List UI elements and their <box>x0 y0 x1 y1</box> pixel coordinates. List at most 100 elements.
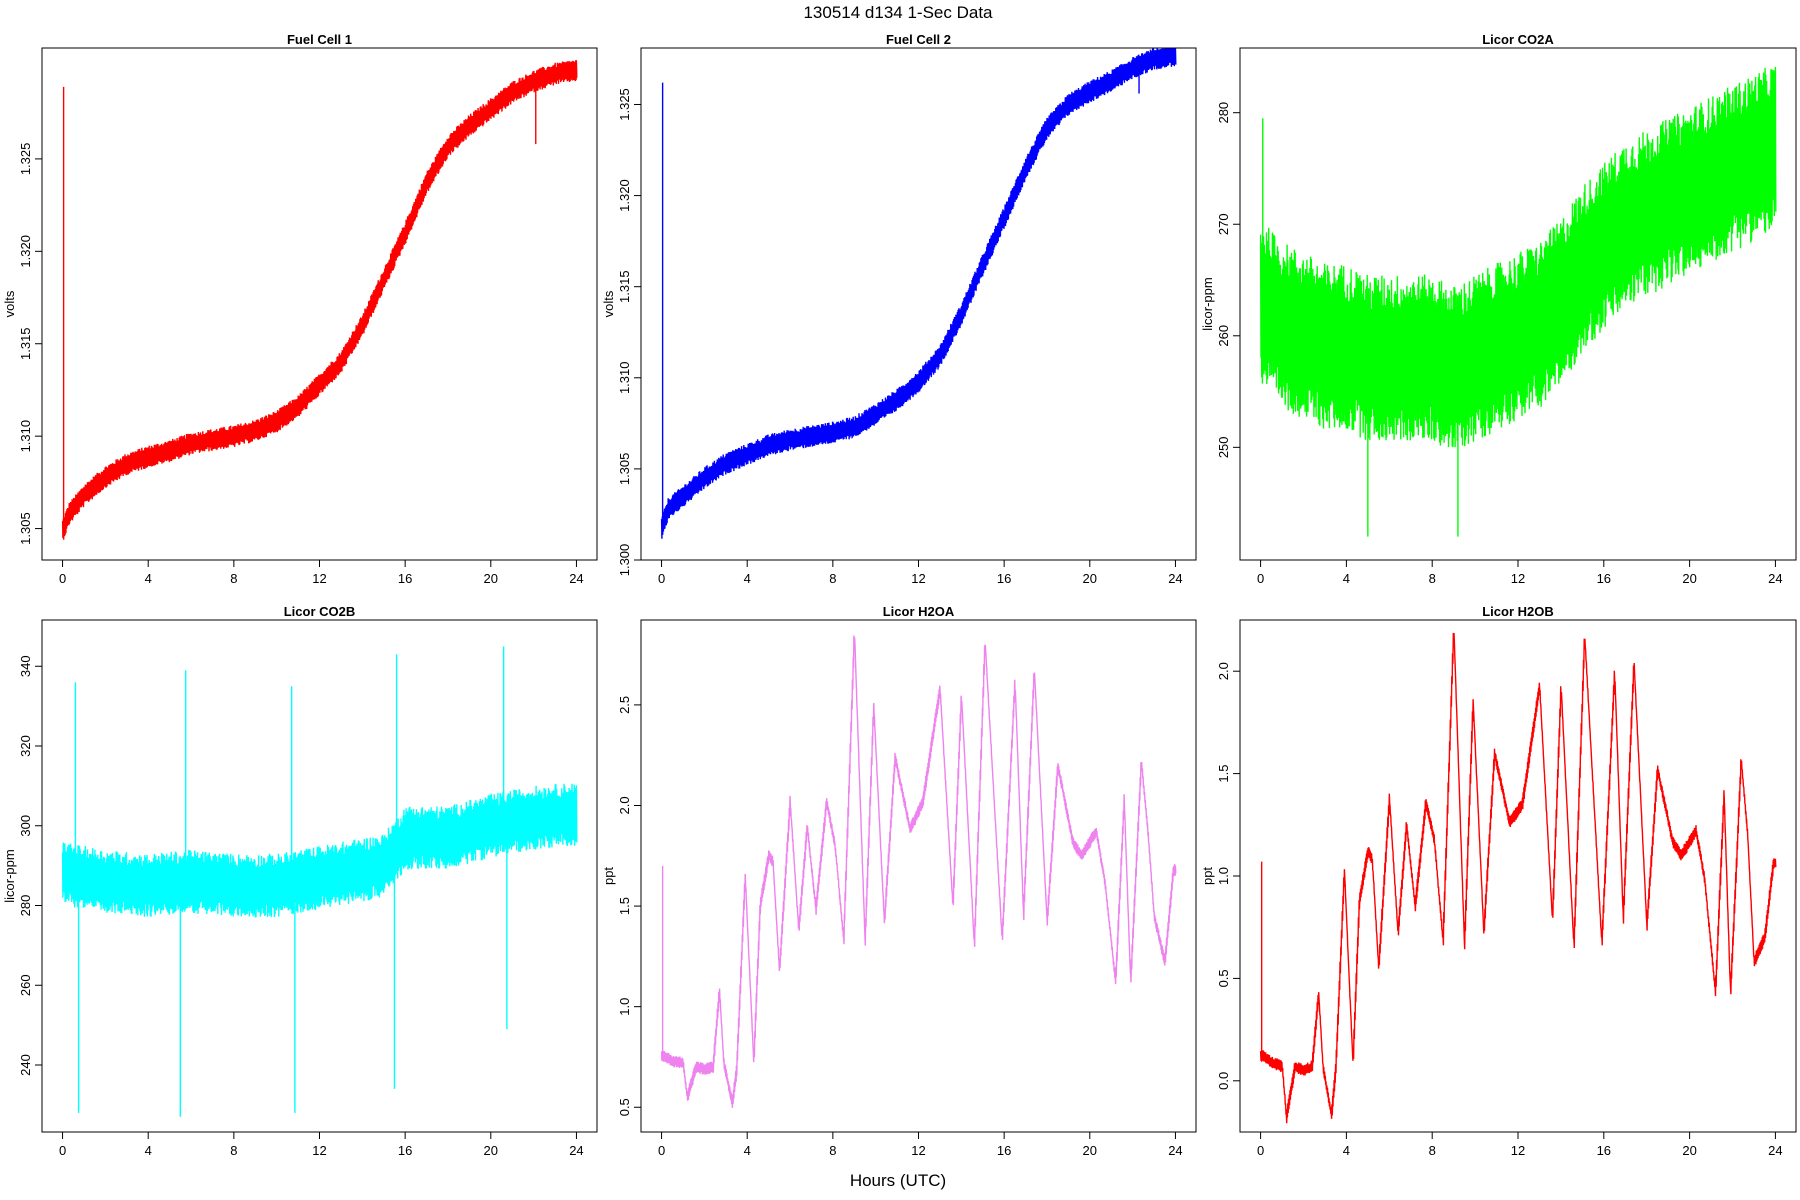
y-tick-label: 1.325 <box>617 88 632 121</box>
x-tick-label: 24 <box>1768 1143 1782 1158</box>
x-tick-label: 0 <box>658 571 665 586</box>
x-tick-label: 16 <box>1597 571 1611 586</box>
series-line-fuel-cell-1 <box>61 60 578 540</box>
y-tick-label: 2.5 <box>617 696 632 714</box>
x-tick-label: 20 <box>1682 571 1696 586</box>
x-tick-label: 20 <box>484 571 498 586</box>
y-tick-label: 1.0 <box>1216 867 1231 885</box>
figure-title: 130514 d134 1-Sec Data <box>803 3 993 22</box>
x-tick-label: 24 <box>569 1143 583 1158</box>
x-tick-label: 0 <box>59 1143 66 1158</box>
panel-licor-co2b: Licor CO2B licor-ppm 0 4 8 12 16 20 24 240 260 280 3… <box>2 604 598 1158</box>
x-tick-label: 12 <box>312 571 326 586</box>
plot-frame <box>640 47 1197 561</box>
x-tick-label: 4 <box>744 571 751 586</box>
x-tick-label: 20 <box>1083 1143 1097 1158</box>
y-axis-label: volts <box>601 290 616 317</box>
y-tick-label: 260 <box>18 974 33 996</box>
panel-title: Fuel Cell 1 <box>287 32 352 47</box>
y-tick-label: 340 <box>18 655 33 677</box>
x-tick-label: 8 <box>829 571 836 586</box>
panel-fuel-cell-1: Fuel Cell 1 volts 0 4 8 12 16 20 24 1.305 1.310 1.3… <box>2 32 598 586</box>
panel-title: Licor CO2A <box>1482 32 1554 47</box>
y-tick-label: 1.5 <box>1216 765 1231 783</box>
x-tick-label: 16 <box>997 1143 1011 1158</box>
x-tick-label: 16 <box>398 571 412 586</box>
y-tick-label: 1.310 <box>18 420 33 453</box>
x-tick-label: 16 <box>997 571 1011 586</box>
series-line-licor-co2b <box>61 783 578 918</box>
y-tick-label: 300 <box>18 815 33 837</box>
panel-title: Fuel Cell 2 <box>886 32 951 47</box>
panel-title: Licor CO2B <box>284 604 356 619</box>
plot-frame <box>41 47 598 561</box>
x-tick-label: 12 <box>911 1143 925 1158</box>
plot-frame <box>640 619 1197 1133</box>
y-tick-label: 1.320 <box>617 179 632 212</box>
x-tick-label: 0 <box>1257 571 1264 586</box>
x-tick-label: 0 <box>1257 1143 1264 1158</box>
y-axis-label: volts <box>2 290 17 317</box>
x-tick-label: 4 <box>145 1143 152 1158</box>
x-tick-label: 12 <box>312 1143 326 1158</box>
y-tick-label: 1.315 <box>18 327 33 360</box>
x-tick-label: 24 <box>1768 571 1782 586</box>
series-line-licor-h2ob <box>1259 632 1777 1124</box>
y-tick-label: 0.5 <box>1216 969 1231 987</box>
y-axis-label: licor-ppm <box>1200 277 1215 330</box>
x-tick-label: 8 <box>829 1143 836 1158</box>
plot-frame <box>1239 619 1797 1133</box>
y-tick-label: 1.315 <box>617 270 632 303</box>
series-line-licor-h2oa <box>660 635 1177 1108</box>
y-axis-label: ppt <box>601 867 616 885</box>
x-tick-label: 20 <box>1682 1143 1696 1158</box>
panel-licor-h2ob: Licor H2OB ppt 0 4 8 12 16 20 24 0.0 0.5 1.0 1.5 2.0 <box>1200 604 1797 1158</box>
panel-title: Licor H2OA <box>883 604 955 619</box>
y-tick-label: 2.0 <box>1216 662 1231 680</box>
y-tick-label: 250 <box>1216 436 1231 458</box>
y-tick-label: 1.310 <box>617 362 632 395</box>
x-tick-label: 4 <box>744 1143 751 1158</box>
x-tick-label: 12 <box>911 571 925 586</box>
x-tick-label: 8 <box>1429 571 1436 586</box>
x-tick-label: 24 <box>1168 571 1182 586</box>
y-tick-label: 280 <box>1216 102 1231 124</box>
panel-title: Licor H2OB <box>1482 604 1554 619</box>
y-tick-label: 1.305 <box>617 453 632 486</box>
y-tick-label: 1.5 <box>617 897 632 915</box>
x-tick-label: 8 <box>230 571 237 586</box>
y-tick-label: 0.5 <box>617 1098 632 1116</box>
panel-licor-h2oa: Licor H2OA ppt 0 4 8 12 16 20 24 0.5 1.0 1.5 2.0 2.5 <box>601 604 1197 1158</box>
x-tick-label: 12 <box>1511 571 1525 586</box>
y-tick-label: 2.0 <box>617 796 632 814</box>
figure-xlabel: Hours (UTC) <box>850 1171 946 1190</box>
x-tick-label: 4 <box>145 571 152 586</box>
x-tick-label: 0 <box>59 571 66 586</box>
y-tick-label: 270 <box>1216 213 1231 235</box>
x-tick-label: 16 <box>1597 1143 1611 1158</box>
x-tick-label: 20 <box>484 1143 498 1158</box>
y-tick-label: 240 <box>18 1054 33 1076</box>
x-tick-label: 4 <box>1343 571 1350 586</box>
x-tick-label: 24 <box>1168 1143 1182 1158</box>
x-tick-label: 24 <box>569 571 583 586</box>
x-tick-label: 4 <box>1343 1143 1350 1158</box>
x-tick-label: 0 <box>658 1143 665 1158</box>
y-tick-label: 0.0 <box>1216 1072 1231 1090</box>
series-line-licor-co2a <box>1259 66 1777 448</box>
x-tick-label: 8 <box>230 1143 237 1158</box>
x-tick-label: 20 <box>1083 571 1097 586</box>
y-tick-label: 260 <box>1216 325 1231 347</box>
y-axis-label: ppt <box>1200 867 1215 885</box>
y-tick-label: 1.0 <box>617 998 632 1016</box>
y-tick-label: 1.305 <box>18 512 33 545</box>
y-tick-label: 1.320 <box>18 235 33 268</box>
y-axis-label: licor-ppm <box>2 849 17 902</box>
y-tick-label: 320 <box>18 735 33 757</box>
panel-fuel-cell-2: Fuel Cell 2 volts 0 4 8 12 16 20 24 1.300 1.305 1.3… <box>601 32 1197 586</box>
series-line-fuel-cell-2 <box>660 48 1177 539</box>
y-tick-label: 1.300 <box>617 544 632 577</box>
x-tick-label: 16 <box>398 1143 412 1158</box>
y-tick-label: 280 <box>18 895 33 917</box>
x-tick-label: 12 <box>1511 1143 1525 1158</box>
